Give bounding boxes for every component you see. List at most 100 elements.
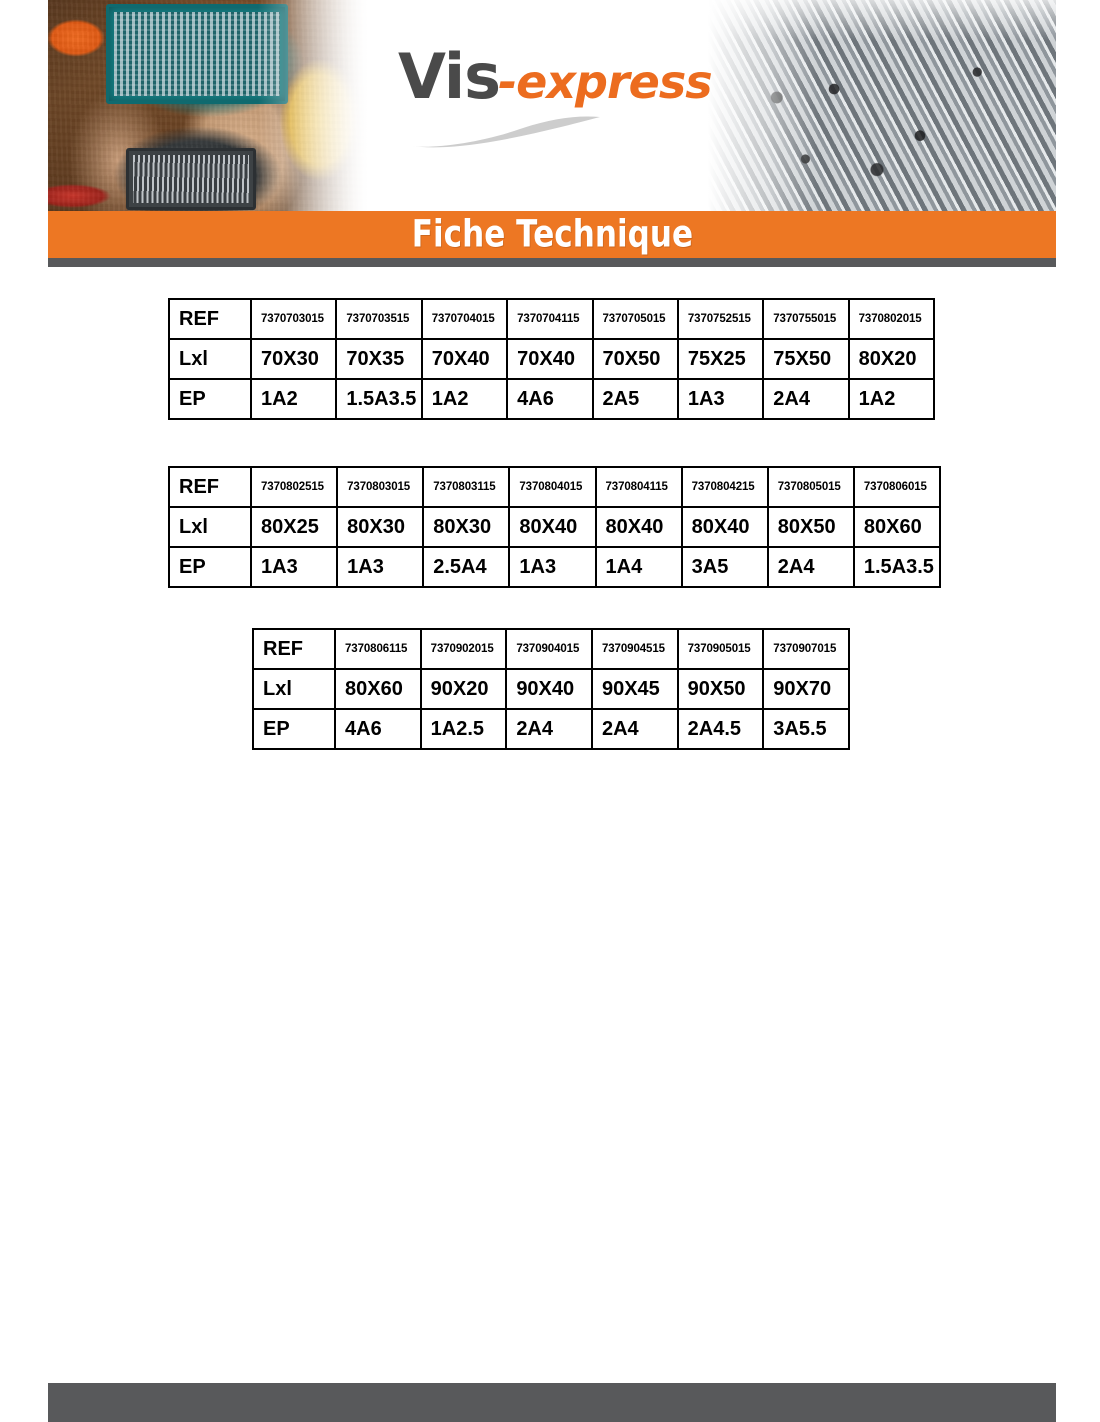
cell-ref: 7370755015 (762, 298, 850, 340)
table-row: Lxl 80X60 90X20 90X40 90X45 90X50 90X70 (252, 668, 850, 710)
table-row: EP 1A3 1A3 2.5A4 1A3 1A4 3A5 2A4 1.5A3.5 (168, 546, 942, 588)
row-label-lxl: Lxl (168, 506, 252, 548)
cell-ref: 7370804115 (594, 466, 683, 508)
cell-ref: 7370905015 (676, 628, 765, 670)
cell-lxl: 80X60 (334, 668, 422, 710)
cell-ep: 1A2.5 (419, 708, 508, 750)
cell-lxl: 70X40 (506, 338, 594, 380)
cell-lxl: 80X20 (847, 338, 936, 380)
table-row: REF 7370802515 7370803015 7370803115 7370804… (168, 466, 942, 508)
row-label-lxl: Lxl (252, 668, 336, 710)
row-label-ep: EP (168, 378, 252, 420)
cell-ep: 1.5A3.5 (335, 378, 423, 420)
cell-lxl: 90X20 (419, 668, 508, 710)
page-title: Fiche Technique (48, 212, 1056, 255)
cell-ep: 2A4 (766, 546, 855, 588)
cell-ep: 3A5 (680, 546, 769, 588)
table-body: REF 7370806115 7370902015 7370904015 7370904… (252, 628, 850, 750)
row-label-lxl: Lxl (168, 338, 252, 380)
cell-ref: 7370902015 (419, 628, 508, 670)
cell-lxl: 90X45 (590, 668, 679, 710)
table-row: REF 7370806115 7370902015 7370904015 7370904… (252, 628, 850, 670)
screw-organizer-tray (106, 4, 288, 104)
cell-lxl: 80X50 (766, 506, 855, 548)
screw-pile-photo (698, 0, 1056, 212)
cell-ref: 7370907015 (762, 628, 850, 670)
cell-ep: 2A4 (762, 378, 850, 420)
cell-lxl: 70X30 (249, 338, 338, 380)
cell-ref: 7370705015 (591, 298, 679, 340)
cell-ref: 7370805015 (766, 466, 855, 508)
fiche-technique-banner: Fiche Technique (48, 211, 1056, 258)
cell-ref: 7370752515 (676, 298, 765, 340)
cell-ref: 7370804015 (508, 466, 597, 508)
cell-lxl: 80X25 (249, 506, 339, 548)
cell-lxl: 70X50 (591, 338, 679, 380)
cell-lxl: 80X40 (594, 506, 683, 548)
cell-ep: 2A4.5 (676, 708, 765, 750)
row-label-ref: REF (168, 466, 252, 508)
table-row: REF 7370703015 7370703515 7370704015 7370704… (168, 298, 936, 340)
logo-wordmark: Vis-express (398, 46, 713, 108)
cell-ref: 7370804215 (680, 466, 769, 508)
cell-ep: 1A3 (676, 378, 765, 420)
row-label-ep: EP (252, 708, 336, 750)
cell-lxl: 75X25 (676, 338, 765, 380)
cell-ep: 1A3 (336, 546, 425, 588)
cell-lxl: 90X40 (505, 668, 593, 710)
cell-ep: 1A3 (508, 546, 597, 588)
header-banner: Vis-express (48, 0, 1056, 212)
cell-ep: 1A2 (249, 378, 338, 420)
cell-ep: 4A6 (506, 378, 594, 420)
cell-ref: 7370806015 (852, 466, 942, 508)
cell-ref: 7370703515 (335, 298, 423, 340)
spec-table-2: REF 7370802515 7370803015 7370803115 7370804… (168, 466, 942, 588)
cell-lxl: 80X30 (336, 506, 425, 548)
banner-underline-bar (48, 258, 1056, 267)
photo-left-fade (698, 0, 818, 212)
cell-ep: 1A3 (249, 546, 339, 588)
workbench-screws-photo (48, 0, 378, 212)
cell-ep: 4A6 (334, 708, 422, 750)
cell-ep: 1A4 (594, 546, 683, 588)
cell-ref: 7370904015 (505, 628, 593, 670)
cell-lxl: 80X60 (852, 506, 942, 548)
cell-ref: 7370802015 (847, 298, 936, 340)
table-body: REF 7370802515 7370803015 7370803115 7370804… (168, 466, 942, 588)
table-row: Lxl 80X25 80X30 80X30 80X40 80X40 80X40 80X50 80… (168, 506, 942, 548)
table-row: Lxl 70X30 70X35 70X40 70X40 70X50 75X25 75X50 80… (168, 338, 936, 380)
table-row: EP 4A6 1A2.5 2A4 2A4 2A4.5 3A5.5 (252, 708, 850, 750)
table-body: REF 7370703015 7370703515 7370704015 7370704… (168, 298, 936, 420)
row-label-ep: EP (168, 546, 252, 588)
cell-ref: 7370803115 (422, 466, 511, 508)
cell-lxl: 80X40 (680, 506, 769, 548)
cell-ref: 7370806115 (334, 628, 422, 670)
cell-ep: 2A4 (590, 708, 679, 750)
logo-swoosh-icon (412, 116, 600, 148)
cell-lxl: 90X50 (676, 668, 765, 710)
page-title-text: Fiche Technique (411, 212, 693, 256)
cell-lxl: 80X30 (422, 506, 511, 548)
screw-tray-secondary (126, 148, 256, 210)
cell-ref: 7370704015 (420, 298, 509, 340)
cell-ref: 7370704115 (506, 298, 594, 340)
cell-lxl: 70X35 (335, 338, 423, 380)
cell-ref: 7370703015 (249, 298, 338, 340)
row-label-ref: REF (252, 628, 336, 670)
cell-lxl: 75X50 (762, 338, 850, 380)
footer-bar (48, 1383, 1056, 1422)
spec-table-3: REF 7370806115 7370902015 7370904015 7370904… (252, 628, 850, 750)
cell-lxl: 90X70 (762, 668, 850, 710)
cell-ref: 7370802515 (249, 466, 339, 508)
cell-ep: 2A5 (591, 378, 679, 420)
cell-ref: 7370904515 (590, 628, 679, 670)
cell-ep: 2A4 (505, 708, 593, 750)
spec-table-1: REF 7370703015 7370703515 7370704015 7370704… (168, 298, 936, 420)
cell-ep: 2.5A4 (422, 546, 511, 588)
cell-ep: 1A2 (847, 378, 936, 420)
vis-express-logo: Vis-express (398, 46, 713, 166)
cell-lxl: 80X40 (508, 506, 597, 548)
cell-lxl: 70X40 (420, 338, 509, 380)
cell-ep: 1A2 (420, 378, 509, 420)
cell-ep: 3A5.5 (762, 708, 850, 750)
